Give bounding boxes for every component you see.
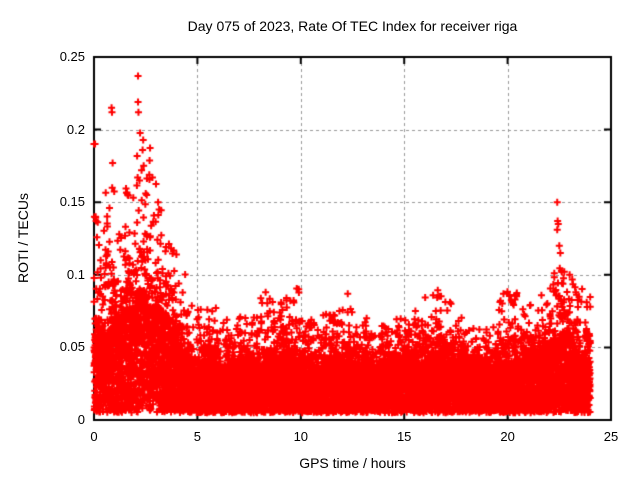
x-tick-label: 25 xyxy=(603,429,619,444)
y-tick-label: 0.1 xyxy=(66,266,85,282)
x-tick-label: 0 xyxy=(90,429,98,444)
x-tick-label: 5 xyxy=(193,429,201,444)
y-tick-label: 0 xyxy=(77,412,85,427)
chart-title: Day 075 of 2023, Rate Of TEC Index for r… xyxy=(187,18,518,34)
y-tick-label: 0.15 xyxy=(59,194,85,210)
x-axis-label: GPS time / hours xyxy=(299,455,406,471)
y-tick-label: 0.25 xyxy=(59,49,85,64)
x-tick-label: 15 xyxy=(396,429,412,444)
x-tick-label: 10 xyxy=(293,429,309,444)
y-tick-label: 0.2 xyxy=(66,121,85,137)
x-tick-label: 20 xyxy=(500,429,515,444)
y-tick-label: 0.05 xyxy=(59,339,85,355)
